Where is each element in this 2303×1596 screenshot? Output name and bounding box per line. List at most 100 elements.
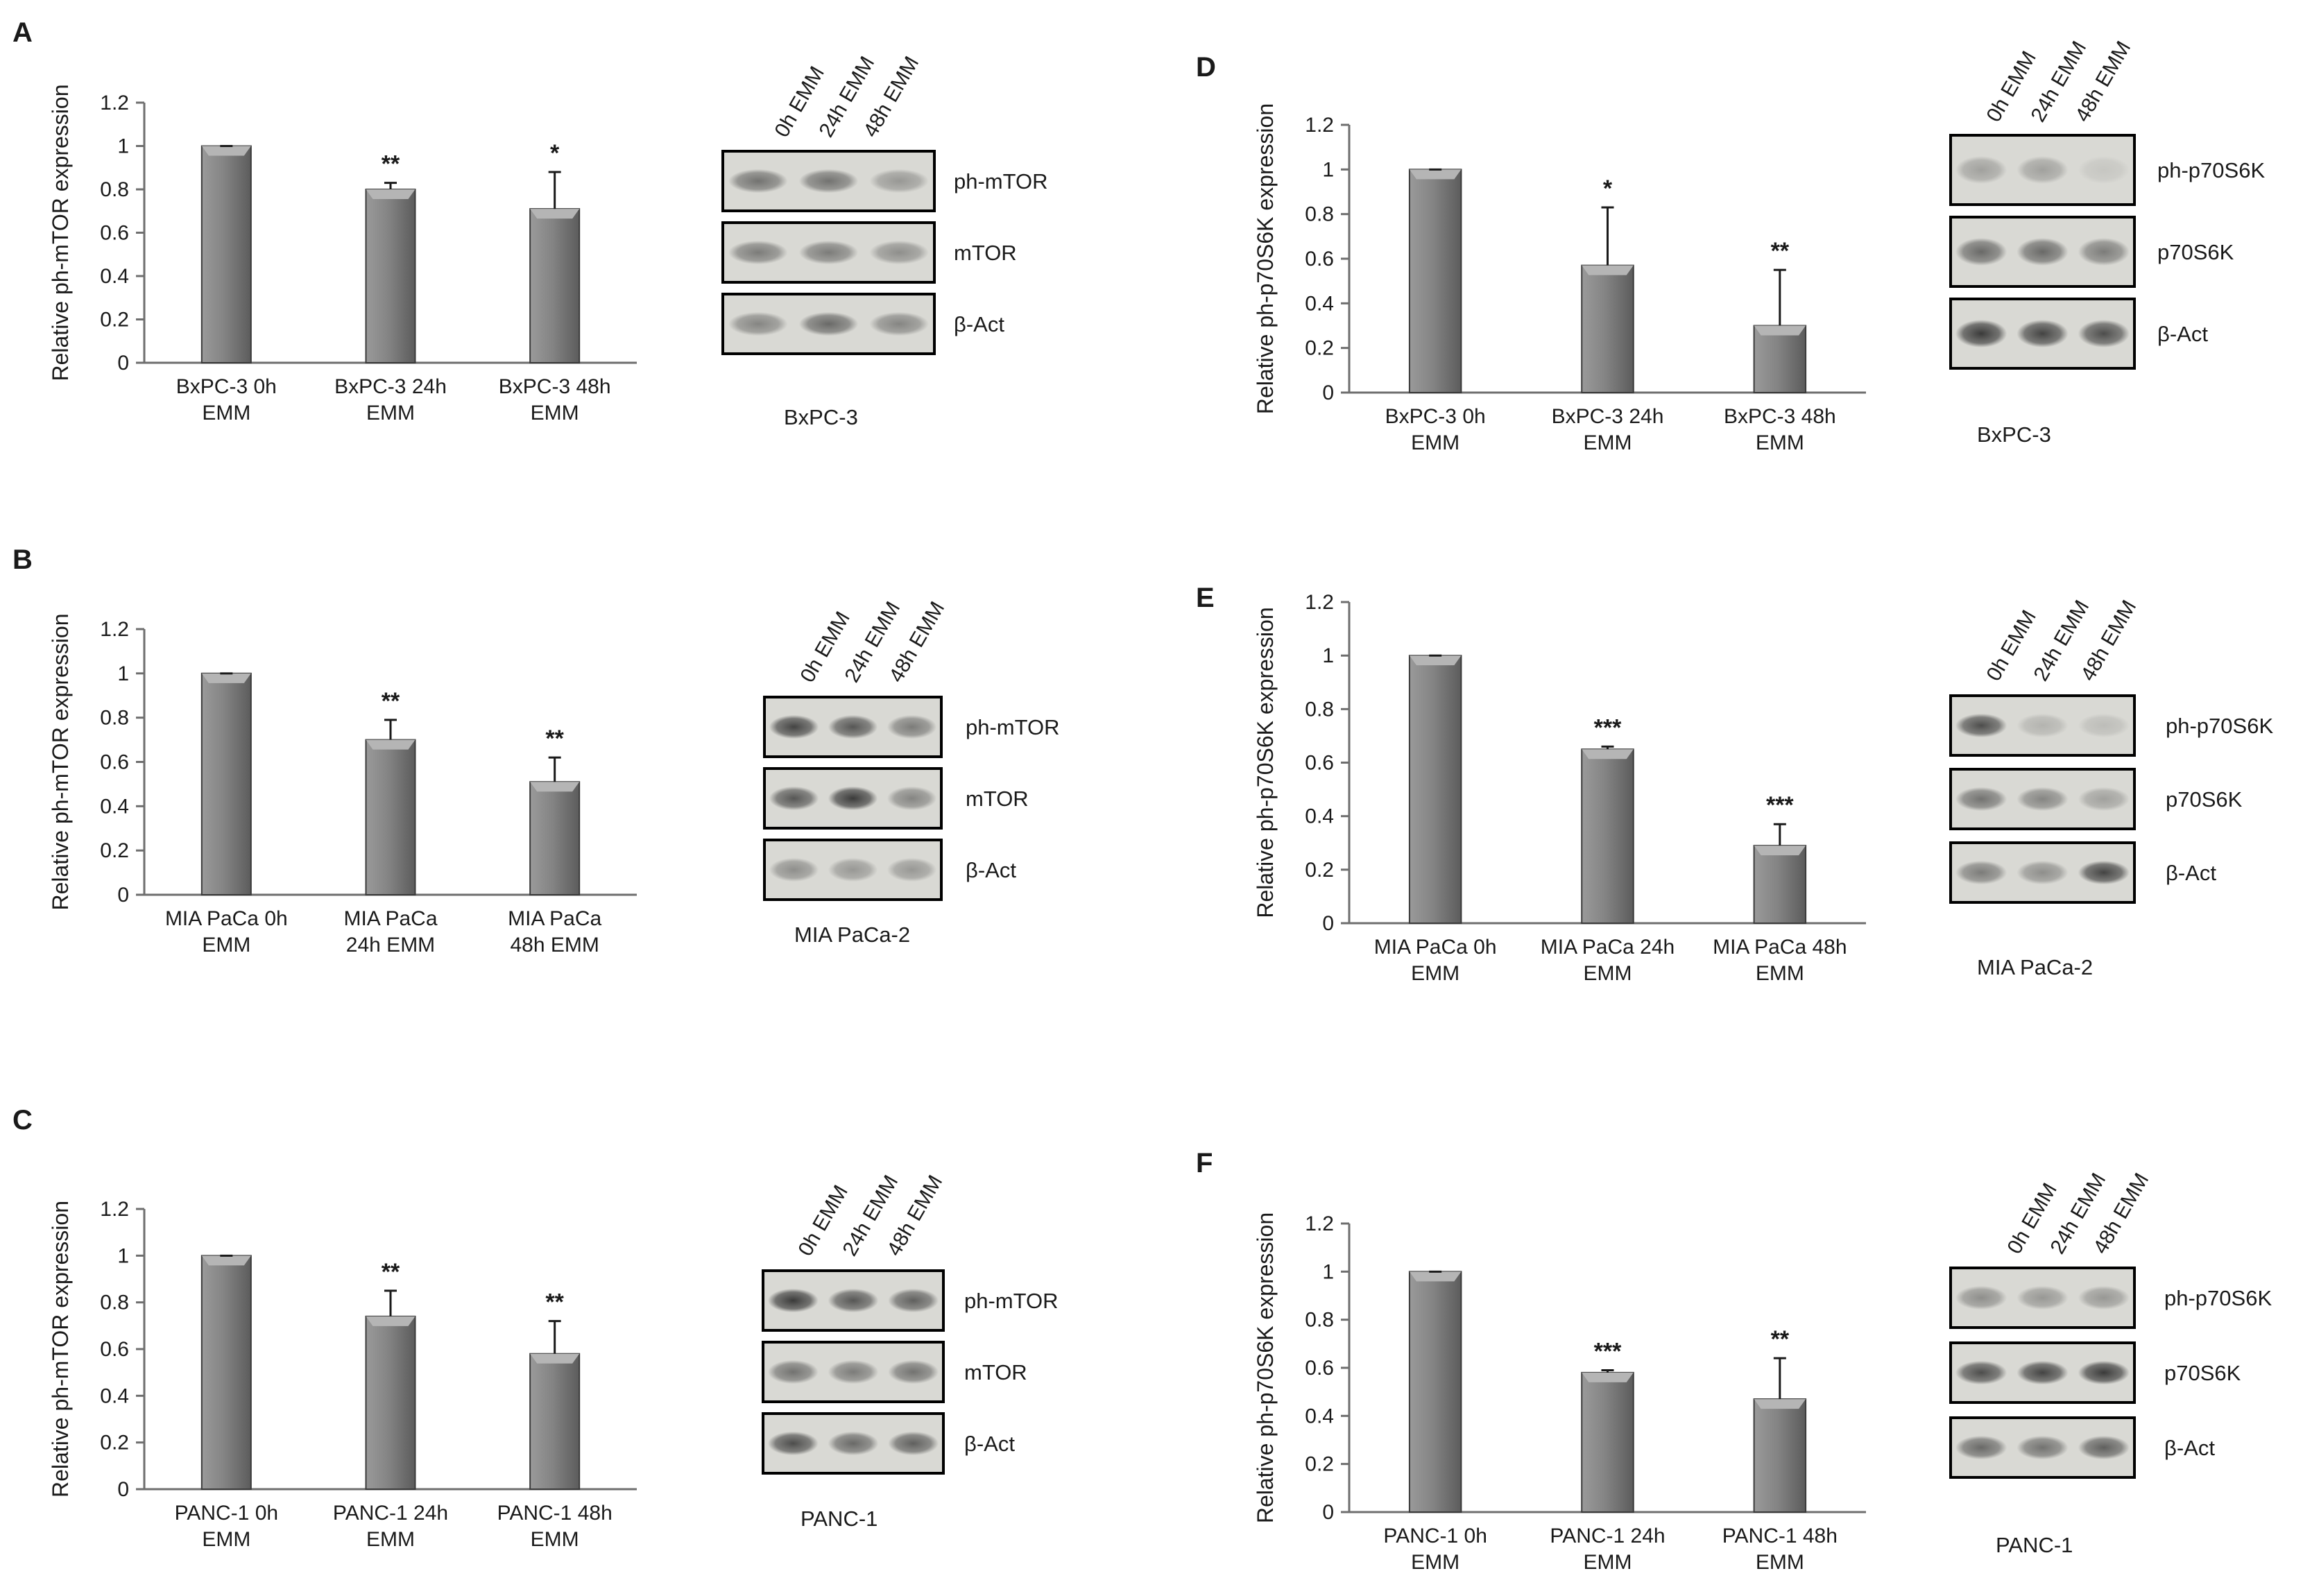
y-tick-label: 0.4	[1305, 1405, 1334, 1427]
category-label: EMM	[1756, 962, 1804, 985]
panel-e: E 0 0.2 0.4 0.6 0.8 1 1.2 Relative ph-p70S6K exp…	[1196, 583, 2273, 985]
blot-band	[869, 169, 929, 194]
category-label: PANC-1 48h	[1722, 1525, 1838, 1547]
blot-row-label: mTOR	[954, 241, 1017, 265]
cell-line-label: BxPC-3	[1977, 422, 2051, 447]
blot-band	[2078, 156, 2130, 184]
blot-band	[828, 1359, 879, 1384]
category-label: EMM	[1584, 431, 1632, 454]
bar	[1581, 748, 1634, 925]
blot-band	[888, 1288, 939, 1313]
cell-line-label: MIA PaCa-2	[794, 923, 910, 947]
blot-band	[869, 311, 929, 336]
blot-band	[2017, 1285, 2069, 1310]
panel-d: D 0 0.2 0.4 0.6 0.8 1 1.2 Relative ph-p70S6K exp…	[1196, 37, 2265, 454]
bar-top-highlight	[1582, 1372, 1634, 1382]
y-tick-label: 0.2	[1305, 337, 1334, 360]
blot-band	[1955, 1435, 2007, 1460]
y-tick-label: 0	[1322, 1501, 1334, 1524]
category-label: 48h EMM	[510, 934, 599, 956]
category-label: BxPC-3 48h	[499, 375, 611, 398]
blot-band	[2017, 320, 2069, 347]
blot-row-label: ph-p70S6K	[2164, 1286, 2272, 1310]
blot-band	[828, 1288, 879, 1313]
y-tick-label: 0.8	[100, 1292, 129, 1314]
bar-top-highlight	[201, 146, 251, 156]
y-tick-label: 0.6	[1305, 248, 1334, 271]
bar	[1753, 1398, 1807, 1513]
blot-band	[769, 714, 819, 739]
bar-top-highlight	[201, 1255, 251, 1266]
blot-band	[728, 169, 788, 194]
y-tick-label: 1	[1322, 644, 1334, 667]
category-label: PANC-1 0h	[175, 1502, 279, 1525]
blot-band	[2078, 320, 2130, 347]
y-tick-label: 0	[117, 352, 129, 375]
blot-row-label: mTOR	[966, 787, 1029, 811]
y-tick-label: 0.2	[100, 1432, 129, 1455]
category-label: EMM	[366, 1528, 415, 1551]
blot-band	[828, 714, 878, 739]
y-tick-label: 1	[117, 135, 129, 158]
blot-band	[2078, 1285, 2130, 1310]
y-tick-label: 0.2	[1305, 1453, 1334, 1476]
blot-band	[1955, 320, 2007, 347]
category-label: EMM	[366, 402, 415, 424]
blot-row-label: β-Act	[964, 1432, 1015, 1456]
blot-band	[1955, 713, 2007, 738]
y-tick-label: 0	[1322, 381, 1334, 404]
significance-marker: **	[382, 151, 400, 178]
y-tick-label: 1.2	[1305, 114, 1334, 137]
category-label: 24h EMM	[346, 934, 435, 956]
bar	[1581, 1371, 1634, 1513]
blot-row-label: ph-p70S6K	[2166, 714, 2273, 738]
bar	[1753, 845, 1807, 924]
blot-band	[769, 857, 819, 882]
blot-band	[2017, 860, 2069, 885]
blot-band	[2017, 787, 2069, 812]
significance-marker: ***	[1594, 714, 1622, 741]
bar-top-highlight	[1582, 749, 1634, 760]
bar-top-highlight	[366, 1316, 416, 1326]
blot-row-label: β-Act	[954, 312, 1004, 336]
category-label: MIA PaCa 48h	[1713, 936, 1847, 959]
panel-letter: E	[1196, 583, 1215, 613]
panel-letter: B	[12, 544, 33, 575]
category-label: EMM	[1756, 1551, 1804, 1574]
bar	[200, 1255, 252, 1491]
blot-band	[1955, 156, 2007, 184]
category-label: EMM	[202, 934, 250, 956]
panel-f: F 0 0.2 0.4 0.6 0.8 1 1.2 Relative ph-p70S6K exp…	[1196, 1148, 2272, 1574]
significance-marker: *	[1603, 175, 1613, 202]
y-tick-label: 0	[1322, 912, 1334, 935]
blot-band	[1955, 238, 2007, 266]
significance-marker: *	[550, 140, 560, 166]
y-tick-label: 1	[117, 662, 129, 685]
y-tick-label: 0.6	[100, 1338, 129, 1361]
blot-row-label: β-Act	[2164, 1436, 2215, 1460]
category-label: EMM	[1756, 431, 1804, 454]
bar-top-highlight	[530, 782, 580, 792]
category-label: PANC-1 48h	[497, 1502, 613, 1525]
y-tick-label: 0.4	[100, 795, 129, 818]
bar-top-highlight	[530, 1353, 580, 1364]
significance-marker: **	[382, 688, 400, 714]
bar	[200, 145, 252, 363]
y-axis-title: Relative ph-mTOR expression	[48, 613, 73, 910]
blot-band	[2017, 713, 2069, 738]
blot-band	[2078, 787, 2130, 812]
y-tick-label: 0.2	[100, 839, 129, 862]
blot-band	[828, 786, 878, 811]
blot-band	[1955, 1285, 2007, 1310]
y-tick-label: 1.2	[100, 618, 129, 641]
blot-band	[728, 311, 788, 336]
blot-row-label: p70S6K	[2164, 1361, 2241, 1385]
blot-band	[767, 1431, 819, 1456]
bar-top-highlight	[1754, 846, 1806, 856]
category-label: EMM	[1584, 962, 1632, 985]
category-label: BxPC-3 0h	[1385, 405, 1486, 428]
